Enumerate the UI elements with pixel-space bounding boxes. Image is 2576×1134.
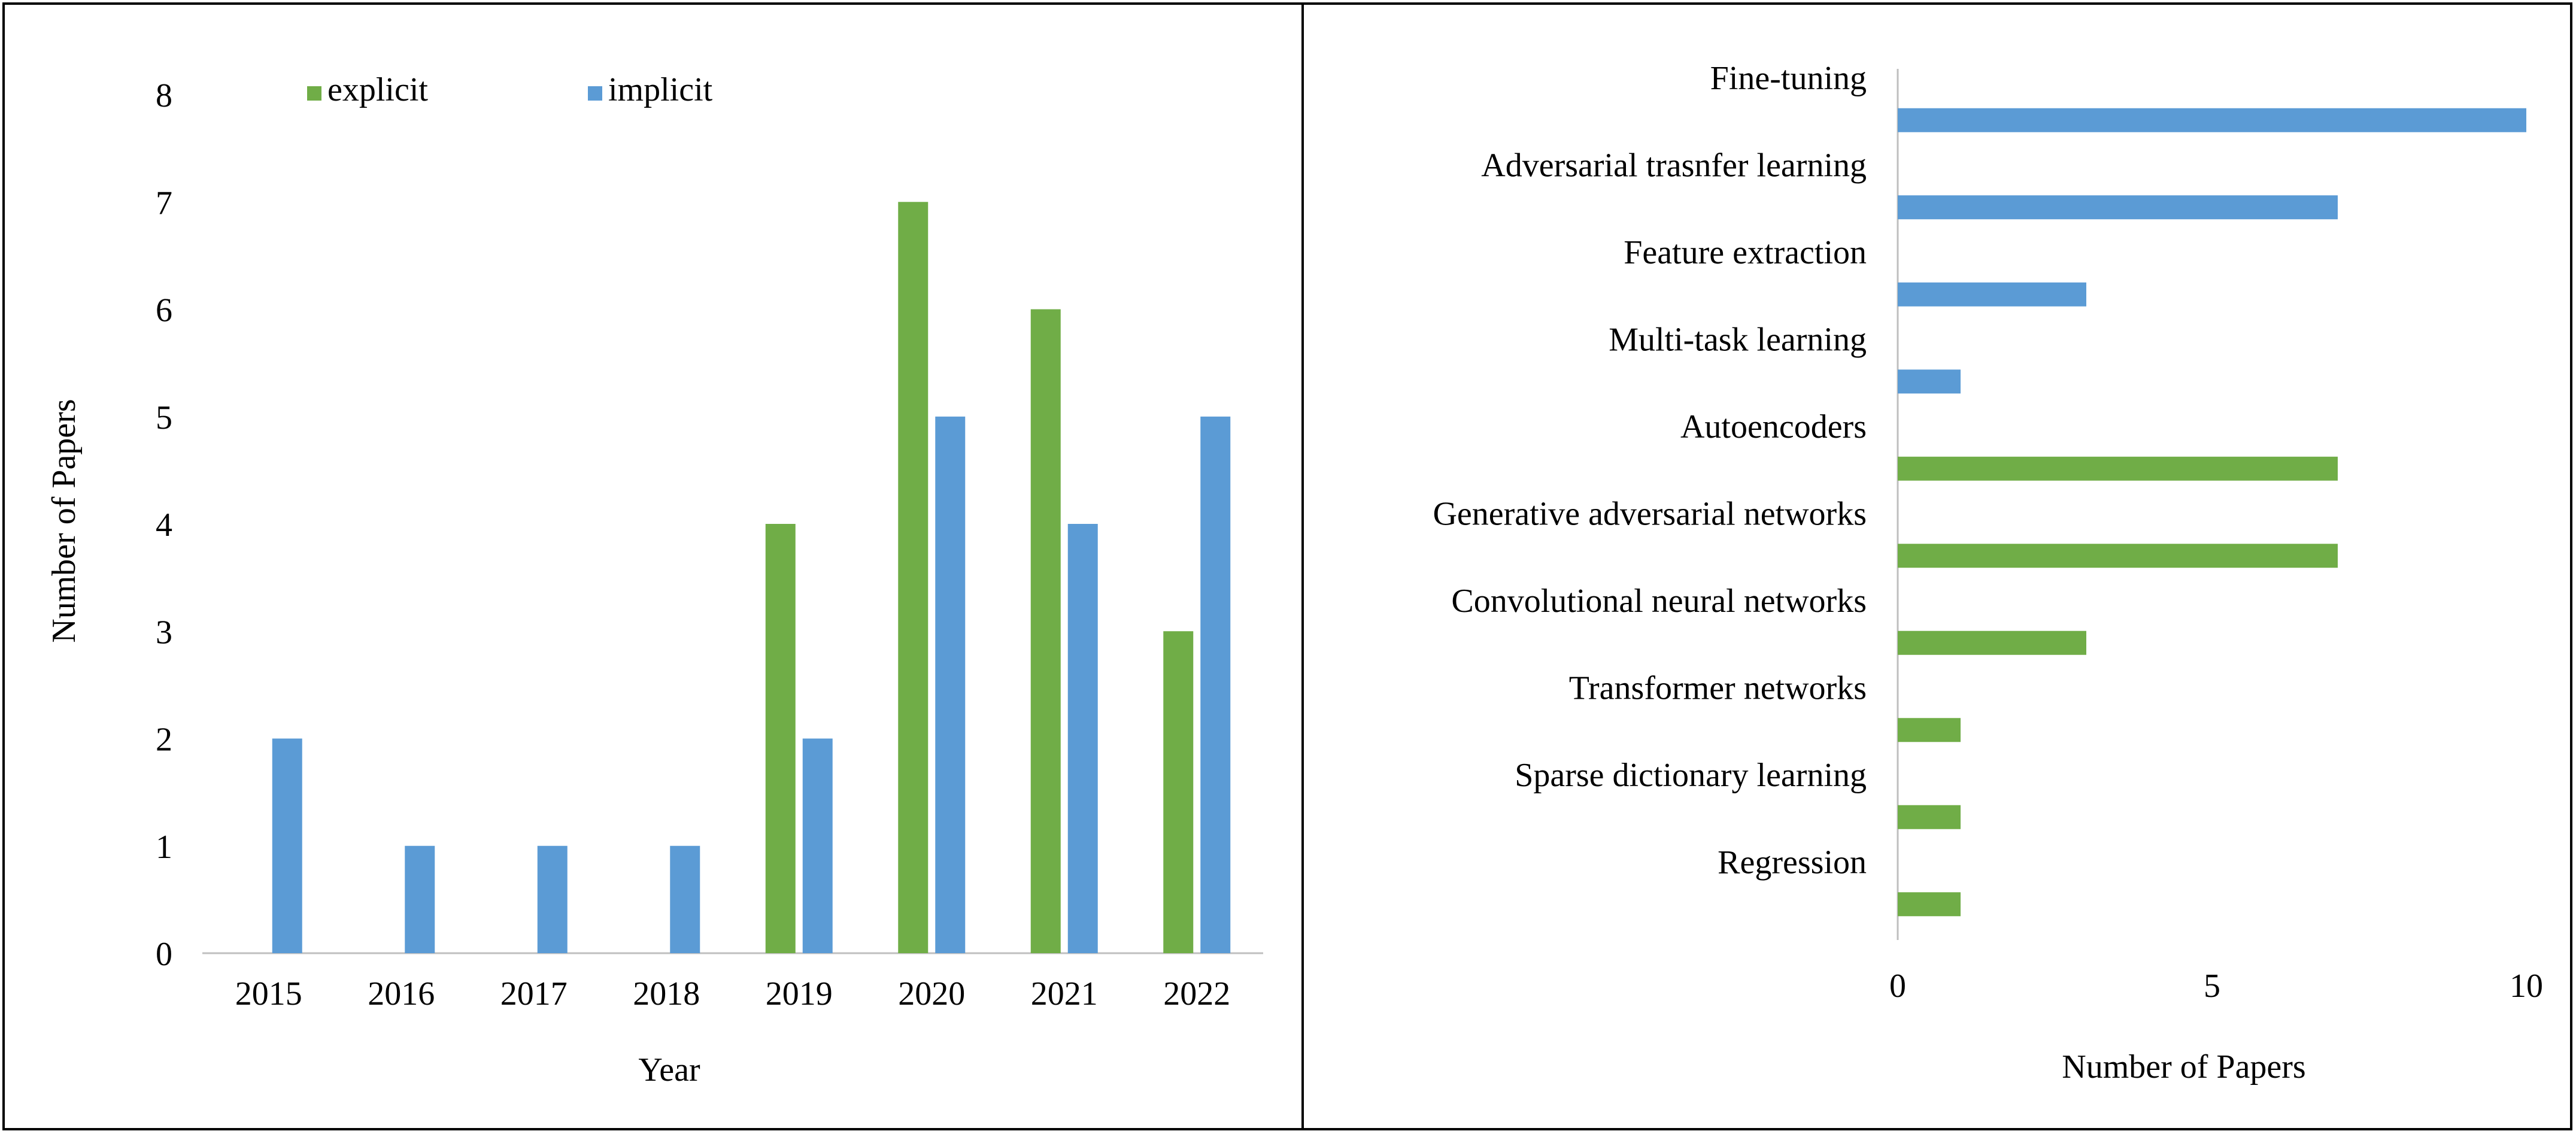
category-label: Multi-task learning xyxy=(1609,321,1867,358)
bar-explicit-2020 xyxy=(898,202,929,953)
bar-regression xyxy=(1898,892,1961,917)
bar-feature-extraction xyxy=(1898,282,2086,307)
right-bars xyxy=(1898,108,2526,917)
bar-autoencoders xyxy=(1898,456,2338,481)
legend-label-explicit: explicit xyxy=(327,71,428,108)
x-tick-label: 2019 xyxy=(766,975,833,1012)
category-label: Adversarial trasnfer learning xyxy=(1481,147,1867,184)
left-x-axis-title: Year xyxy=(638,1051,700,1088)
x-tick-label: 0 xyxy=(1889,968,1906,1005)
category-label: Regression xyxy=(1718,844,1867,881)
y-tick-label: 1 xyxy=(156,829,172,866)
y-tick-label: 0 xyxy=(156,936,172,973)
y-tick-label: 4 xyxy=(156,507,172,544)
y-tick-label: 2 xyxy=(156,721,172,759)
x-tick-label: 2018 xyxy=(633,975,700,1012)
left-bars xyxy=(272,202,1231,953)
bar-explicit-2019 xyxy=(765,524,796,953)
y-tick-label: 5 xyxy=(156,399,172,436)
legend-label-implicit: implicit xyxy=(608,71,713,108)
bar-implicit-2018 xyxy=(670,845,700,953)
y-tick-label: 3 xyxy=(156,614,172,651)
x-tick-label: 2020 xyxy=(898,975,965,1012)
left-y-axis-title: Number of Papers xyxy=(45,399,83,642)
category-label: Sparse dictionary learning xyxy=(1515,757,1867,794)
x-tick-label: 2017 xyxy=(500,975,568,1012)
bar-implicit-2019 xyxy=(802,738,833,953)
bar-fine-tuning xyxy=(1898,108,2526,132)
bar-implicit-2016 xyxy=(405,845,435,953)
y-tick-label: 7 xyxy=(156,184,172,222)
legend-swatch-explicit xyxy=(307,86,321,101)
bar-implicit-2015 xyxy=(272,738,302,953)
category-label: Generative adversarial networks xyxy=(1433,495,1867,532)
bar-implicit-2020 xyxy=(935,416,966,953)
legend: explicit implicit xyxy=(307,71,713,108)
category-label: Transformer networks xyxy=(1569,669,1867,707)
x-tick-label: 2022 xyxy=(1163,975,1230,1012)
x-tick-label: 2021 xyxy=(1031,975,1098,1012)
bar-sparse-dictionary-learning xyxy=(1898,805,1961,829)
right-bar-chart: Fine-tuning Adversarial trasnfer learning… xyxy=(1433,60,2543,1086)
bar-implicit-2022 xyxy=(1200,416,1231,953)
y-tick-label: 6 xyxy=(156,292,172,329)
category-label: Autoencoders xyxy=(1680,408,1867,445)
x-tick-label: 10 xyxy=(2510,968,2543,1005)
x-tick-label: 2015 xyxy=(235,975,302,1012)
bar-multi-task-learning xyxy=(1898,369,1961,394)
x-tick-label: 2016 xyxy=(368,975,435,1012)
bar-generative-adversarial-networks xyxy=(1898,544,2338,568)
bar-transformer-networks xyxy=(1898,718,1961,742)
bar-explicit-2021 xyxy=(1030,309,1061,953)
bar-adversarial-trasnfer-learning xyxy=(1898,195,2338,220)
right-panel-border xyxy=(1301,2,2572,1130)
category-label: Fine-tuning xyxy=(1710,60,1867,97)
category-label: Convolutional neural networks xyxy=(1451,583,1867,620)
y-tick-label: 8 xyxy=(156,77,172,114)
right-x-tick-labels: 0 5 10 xyxy=(1889,968,2543,1005)
left-y-tick-labels: 0 1 2 3 4 5 6 7 8 xyxy=(156,77,172,973)
bar-convolutional-neural-networks xyxy=(1898,630,2086,655)
left-x-tick-labels: 2015 2016 2017 2018 2019 2020 2021 2022 xyxy=(235,975,1231,1012)
right-x-axis-title: Number of Papers xyxy=(2062,1048,2305,1086)
x-tick-label: 5 xyxy=(2204,968,2220,1005)
right-category-labels: Fine-tuning Adversarial trasnfer learning… xyxy=(1433,60,1867,881)
legend-swatch-implicit xyxy=(588,86,602,101)
left-panel-border xyxy=(2,2,1304,1130)
bar-explicit-2022 xyxy=(1163,631,1194,953)
category-label: Feature extraction xyxy=(1624,234,1867,271)
bar-implicit-2021 xyxy=(1067,524,1098,953)
bar-implicit-2017 xyxy=(537,845,568,953)
